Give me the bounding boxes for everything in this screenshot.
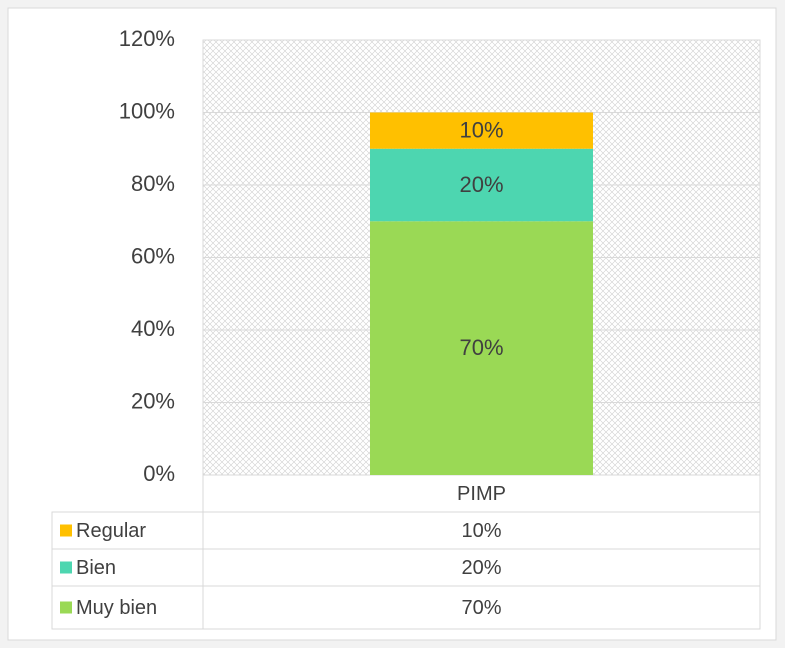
table-row (51, 585, 761, 630)
bar-segment (370, 148, 593, 222)
y-tick-label: 20% (131, 388, 175, 413)
y-tick-label: 80% (131, 171, 175, 196)
legend-swatch (60, 601, 72, 614)
legend-label: Regular (76, 520, 146, 542)
y-tick-label: 120% (119, 26, 175, 51)
legend-swatch (60, 561, 72, 574)
y-tick-label: 60% (131, 243, 175, 268)
y-tick-label: 100% (119, 98, 175, 123)
bar-segment (370, 221, 593, 475)
legend-swatch (60, 524, 72, 537)
table-value: 20% (461, 557, 501, 579)
table-value: 70% (461, 597, 501, 619)
data-label: 10% (459, 117, 503, 142)
legend-label: Muy bien (76, 597, 157, 619)
data-label: 20% (459, 172, 503, 197)
data-label: 70% (459, 335, 503, 360)
y-tick-label: 40% (131, 316, 175, 341)
legend-label: Bien (76, 557, 116, 579)
x-tick-label: PIMP (457, 483, 506, 505)
y-tick-label: 0% (143, 461, 175, 486)
table-value: 10% (461, 520, 501, 542)
bar-segment (370, 112, 593, 149)
